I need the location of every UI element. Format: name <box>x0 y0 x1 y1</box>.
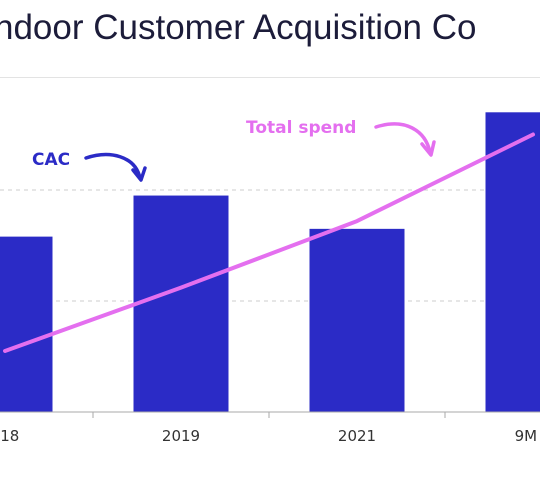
x-axis-label: 2019 <box>162 427 200 445</box>
cac-bar <box>309 228 405 412</box>
cac-annotation-label: CAC <box>32 150 70 170</box>
bars <box>0 112 540 413</box>
chart-title: ndoor Customer Acquisition Co <box>0 8 477 47</box>
cac-annotation-arrow <box>84 152 142 180</box>
cac-bar <box>485 112 540 413</box>
x-axis-ticks <box>92 412 446 418</box>
x-axis-labels: 018 2019 2021 9M 2 <box>0 427 540 445</box>
x-axis-label: 018 <box>0 427 19 445</box>
x-axis-label: 9M 2 <box>515 427 540 445</box>
total-spend-line <box>3 132 535 353</box>
gridlines <box>0 189 540 302</box>
cac-bar <box>133 195 229 412</box>
x-axis-label: 2021 <box>338 427 376 445</box>
title-divider <box>0 77 540 78</box>
cac-arrowhead <box>131 166 147 182</box>
total-spend-arrowhead <box>420 140 436 157</box>
total-spend-annotation-label: Total spend <box>246 118 356 138</box>
total-spend-annotation-arrow <box>374 122 432 154</box>
cac-bar <box>0 236 53 412</box>
